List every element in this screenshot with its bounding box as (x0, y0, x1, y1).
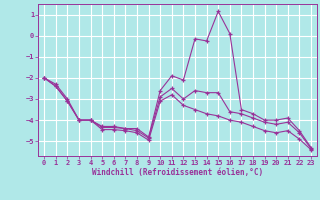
X-axis label: Windchill (Refroidissement éolien,°C): Windchill (Refroidissement éolien,°C) (92, 168, 263, 177)
